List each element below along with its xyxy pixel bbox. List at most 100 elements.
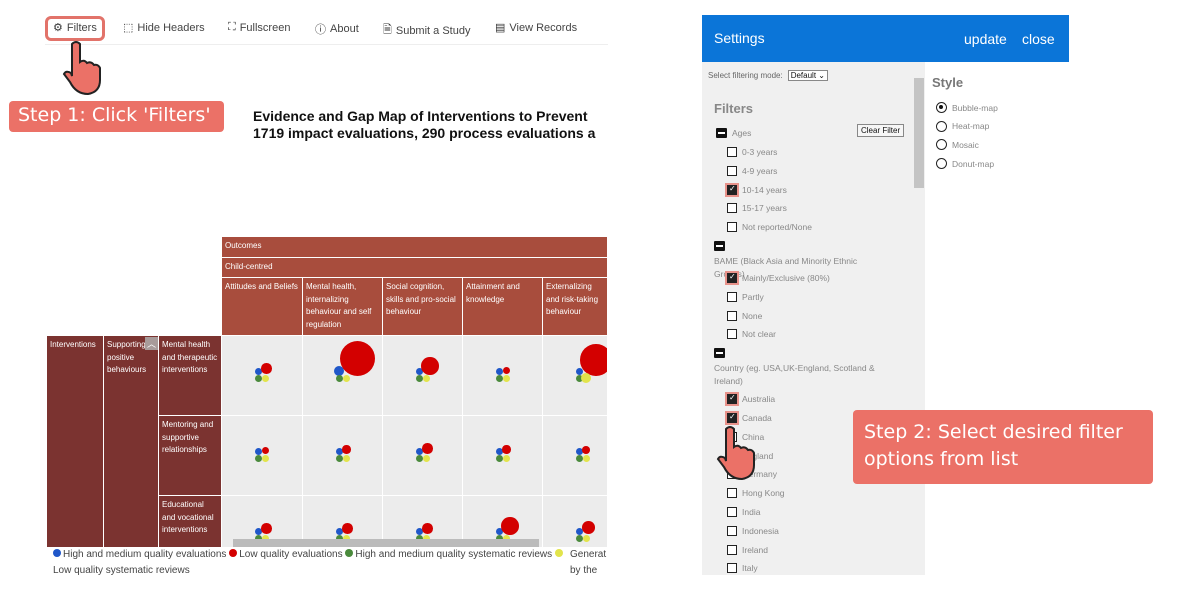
filter-option[interactable]: 15-17 years: [727, 203, 787, 214]
yellow-bubble[interactable]: [342, 374, 350, 382]
map-cell[interactable]: [383, 336, 463, 416]
red-bubble[interactable]: [422, 523, 433, 534]
red-bubble[interactable]: [342, 523, 353, 534]
blue-bubble[interactable]: [575, 527, 583, 535]
filter-option[interactable]: None: [727, 310, 762, 321]
yellow-bubble[interactable]: [422, 534, 430, 542]
map-cell[interactable]: [543, 416, 608, 496]
map-cell[interactable]: [303, 336, 383, 416]
blue-bubble[interactable]: [415, 367, 423, 375]
checkbox[interactable]: [727, 544, 737, 555]
checkbox[interactable]: [727, 393, 737, 405]
green-bubble[interactable]: [254, 534, 262, 542]
checkbox[interactable]: [727, 291, 737, 302]
yellow-bubble[interactable]: [342, 454, 350, 462]
clear-filter-button[interactable]: Clear Filter: [857, 124, 905, 137]
blue-bubble[interactable]: [495, 367, 503, 375]
red-bubble[interactable]: [581, 521, 595, 535]
checkbox[interactable]: [727, 488, 737, 499]
green-bubble[interactable]: [495, 534, 503, 542]
red-bubble[interactable]: [342, 445, 351, 454]
green-bubble[interactable]: [254, 454, 262, 462]
checkbox[interactable]: [727, 525, 737, 536]
filter-option[interactable]: Not clear: [727, 329, 776, 340]
yellow-bubble[interactable]: [422, 454, 430, 462]
red-bubble[interactable]: [339, 341, 375, 377]
green-bubble[interactable]: [415, 534, 423, 542]
blue-bubble[interactable]: [254, 367, 262, 375]
filter-option[interactable]: India: [727, 507, 760, 517]
filters-button[interactable]: ⚙ Filters: [53, 21, 97, 35]
map-cell[interactable]: [222, 336, 303, 416]
red-bubble[interactable]: [422, 443, 433, 454]
radio-button[interactable]: [936, 139, 947, 151]
filter-option[interactable]: Indonesia: [727, 525, 779, 536]
checkbox[interactable]: [727, 272, 737, 283]
style-option[interactable]: Bubble-map: [936, 102, 998, 113]
style-option[interactable]: Mosaic: [936, 139, 979, 151]
style-option[interactable]: Donut-map: [936, 158, 994, 170]
checkbox[interactable]: [727, 147, 737, 157]
red-bubble[interactable]: [580, 344, 607, 376]
green-bubble[interactable]: [575, 374, 583, 382]
yellow-bubble[interactable]: [261, 454, 269, 462]
fullscreen-button[interactable]: ⛶ Fullscreen: [228, 21, 290, 34]
green-bubble[interactable]: [335, 534, 343, 542]
green-bubble[interactable]: [335, 374, 343, 382]
filter-option[interactable]: Mainly/Exclusive (80%): [727, 272, 830, 283]
yellow-bubble[interactable]: [261, 534, 269, 542]
mode-select[interactable]: Default ⌄: [787, 70, 828, 81]
blue-bubble[interactable]: [415, 447, 423, 455]
yellow-bubble[interactable]: [502, 454, 510, 462]
red-bubble[interactable]: [582, 445, 591, 454]
hide-headers-button[interactable]: ⬚ Hide Headers: [123, 21, 205, 35]
filter-option[interactable]: Canada: [727, 412, 772, 423]
yellow-bubble[interactable]: [582, 534, 590, 542]
green-bubble[interactable]: [335, 454, 343, 462]
vertical-scrollbar[interactable]: [913, 70, 925, 575]
blue-bubble[interactable]: [575, 367, 583, 375]
close-button[interactable]: close: [1022, 31, 1055, 47]
radio-button[interactable]: [936, 158, 947, 170]
collapse-chevron-up-icon[interactable]: ︿: [145, 337, 158, 350]
blue-bubble[interactable]: [333, 365, 345, 377]
horizontal-scrollbar[interactable]: [233, 539, 539, 547]
green-bubble[interactable]: [495, 454, 503, 462]
blue-bubble[interactable]: [335, 447, 343, 455]
filter-option[interactable]: 0-3 years: [727, 147, 777, 157]
checkbox[interactable]: [727, 310, 737, 321]
blue-bubble[interactable]: [254, 527, 262, 535]
filter-option[interactable]: Hong Kong: [727, 488, 785, 499]
blue-bubble[interactable]: [575, 447, 583, 455]
collapse-minus-icon[interactable]: [714, 348, 725, 359]
yellow-bubble[interactable]: [342, 534, 350, 542]
radio-button[interactable]: [936, 102, 947, 113]
view-records-button[interactable]: ▤ View Records: [495, 21, 577, 35]
red-bubble[interactable]: [261, 446, 269, 454]
radio-button[interactable]: [936, 120, 947, 132]
filter-option[interactable]: Ireland: [727, 544, 768, 555]
red-bubble[interactable]: [261, 363, 272, 374]
yellow-bubble[interactable]: [261, 374, 269, 382]
checkbox[interactable]: [727, 329, 737, 340]
filter-option[interactable]: Italy: [727, 563, 758, 574]
update-button[interactable]: update: [964, 31, 1007, 47]
checkbox[interactable]: [727, 165, 737, 176]
yellow-bubble[interactable]: [582, 454, 590, 462]
checkbox[interactable]: [727, 184, 737, 195]
yellow-bubble[interactable]: [502, 374, 510, 382]
red-bubble[interactable]: [501, 517, 519, 535]
map-cell[interactable]: [463, 416, 543, 496]
filter-group[interactable]: Country (eg. USA,UK-England, Scotland & …: [714, 348, 889, 388]
blue-bubble[interactable]: [415, 527, 423, 535]
green-bubble[interactable]: [575, 534, 583, 542]
yellow-bubble[interactable]: [502, 534, 510, 542]
red-bubble[interactable]: [421, 357, 439, 375]
blue-bubble[interactable]: [495, 527, 503, 535]
yellow-bubble[interactable]: [422, 374, 430, 382]
checkbox[interactable]: [727, 412, 737, 423]
yellow-bubble[interactable]: [580, 372, 592, 384]
filter-group[interactable]: Ages: [716, 128, 751, 138]
filter-option[interactable]: Partly: [727, 291, 764, 302]
green-bubble[interactable]: [254, 374, 262, 382]
